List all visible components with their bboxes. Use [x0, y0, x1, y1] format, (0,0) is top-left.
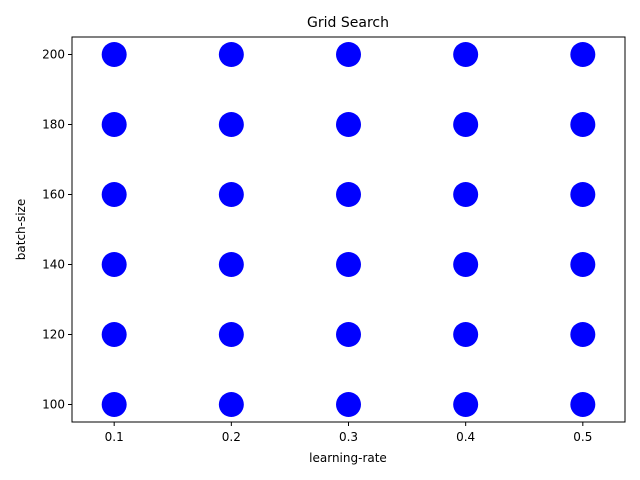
data-point: [218, 112, 244, 137]
data-point: [453, 112, 479, 137]
data-point: [453, 182, 479, 207]
x-tick-label: 0.3: [339, 430, 358, 444]
data-point: [336, 42, 361, 67]
data-point: [336, 252, 361, 277]
x-axis-label: learning-rate: [309, 451, 387, 465]
data-point: [218, 252, 244, 277]
data-point: [101, 112, 127, 137]
plot-frame: [71, 36, 626, 423]
y-tick-label: 140: [42, 258, 65, 272]
data-point: [453, 392, 479, 417]
data-points: [101, 42, 596, 417]
data-point: [453, 42, 479, 67]
x-tick-label: 0.1: [105, 430, 124, 444]
data-point: [218, 42, 244, 67]
data-point: [570, 42, 596, 67]
data-point: [218, 322, 244, 347]
data-point: [101, 392, 127, 417]
data-point: [570, 112, 596, 137]
y-axis-label: batch-size: [14, 199, 28, 260]
data-point: [336, 112, 361, 137]
data-point: [570, 252, 596, 277]
y-tick-label: 180: [42, 118, 65, 132]
y-axis-ticks: 100 120 140 160 180 200: [42, 48, 72, 412]
data-point: [101, 42, 127, 67]
data-point: [336, 182, 361, 207]
x-axis-ticks: 0.1 0.2 0.3 0.4 0.5: [105, 422, 592, 444]
y-tick-label: 200: [42, 48, 65, 62]
y-tick-label: 160: [42, 188, 65, 202]
data-point: [570, 392, 596, 417]
data-point: [218, 392, 244, 417]
data-point: [101, 252, 127, 277]
x-tick-label: 0.5: [573, 430, 592, 444]
y-tick-label: 100: [42, 398, 65, 412]
data-point: [453, 322, 479, 347]
data-point: [570, 322, 596, 347]
data-point: [101, 322, 127, 347]
data-point: [336, 392, 361, 417]
chart-title: Grid Search: [307, 15, 389, 31]
y-tick-label: 120: [42, 328, 65, 342]
data-point: [101, 182, 127, 207]
data-point: [453, 252, 479, 277]
data-point: [570, 182, 596, 207]
x-tick-label: 0.4: [456, 430, 475, 444]
data-point: [218, 182, 244, 207]
x-tick-label: 0.2: [222, 430, 241, 444]
data-point: [336, 322, 361, 347]
